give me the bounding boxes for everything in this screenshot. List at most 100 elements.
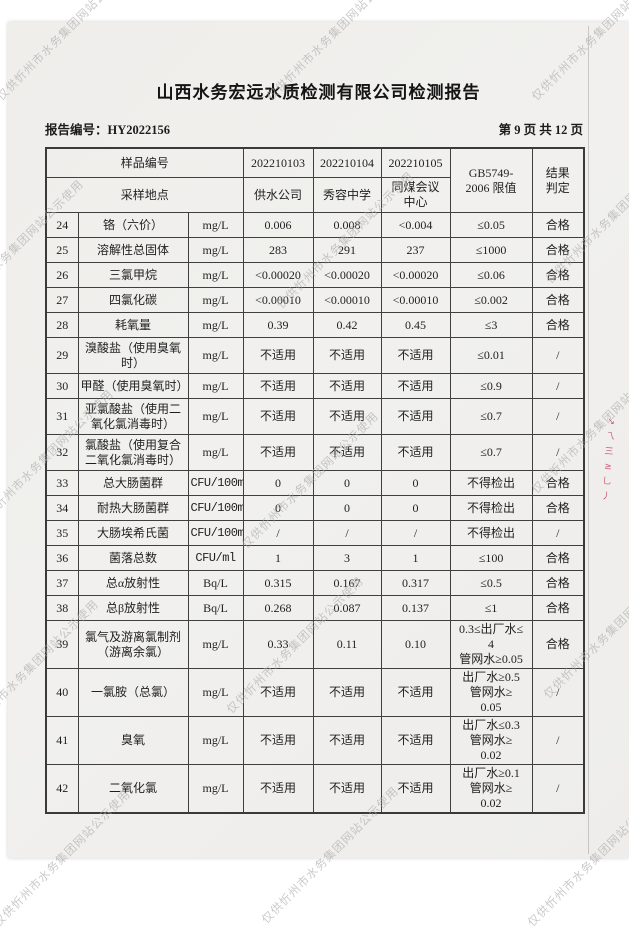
unit: mg/L <box>187 373 244 399</box>
unit: mg/L <box>187 668 244 717</box>
value-sample-2: / <box>312 520 382 546</box>
row-number: 33 <box>45 470 79 496</box>
limit-value: ≤0.01 <box>449 337 533 374</box>
row-number: 24 <box>45 212 79 238</box>
value-sample-2: 不适用 <box>312 764 382 814</box>
result-judgement: 合格 <box>531 262 585 288</box>
table-row: 32 氯酸盐（使用复合二氧化氯消毒时） mg/L 不适用 不适用 不适用 ≤0.7/ <box>45 434 585 471</box>
limit-value: ≤0.7 <box>449 398 533 435</box>
red-mark-glyph: 丿 <box>601 491 611 503</box>
value-sample-3: 不适用 <box>380 434 451 471</box>
result-judgement: / <box>531 337 585 374</box>
table-row: 25 溶解性总固体 mg/L 283 291 237 ≤1000 合格 <box>45 237 585 263</box>
row-number: 32 <box>45 434 79 471</box>
value-sample-2: 3 <box>312 545 382 571</box>
sample-id-1: 202210103 <box>242 147 314 178</box>
limit-value: ≤1000 <box>449 237 533 263</box>
row-number: 38 <box>45 595 79 621</box>
row-number: 25 <box>45 237 79 263</box>
unit: mg/L <box>187 312 244 338</box>
row-number: 42 <box>45 764 79 814</box>
result-judgement: 合格 <box>531 545 585 571</box>
item-name: 总α放射性 <box>77 570 189 596</box>
row-number: 28 <box>45 312 79 338</box>
table-row: 36 菌落总数 CFU/ml 1 3 1 ≤100 合格 <box>45 545 585 571</box>
table-row: 24 铬（六价） mg/L 0.006 0.008 <0.004 ≤0.05 合格 <box>45 212 585 238</box>
value-sample-2: 0 <box>312 470 382 496</box>
item-name: 菌落总数 <box>77 545 189 571</box>
result-judgement-header: 结果 判定 <box>531 147 585 213</box>
value-sample-2: 0.087 <box>312 595 382 621</box>
result-judgement: / <box>531 716 585 765</box>
result-judgement: / <box>531 520 585 546</box>
value-sample-1: <0.00010 <box>242 287 314 313</box>
limit-value: 0.3≤出厂水≤ 4 管网水≥0.05 <box>449 620 533 669</box>
table-row: 37 总α放射性 Bq/L 0.315 0.167 0.317 ≤0.5 合格 <box>45 570 585 596</box>
result-judgement: 合格 <box>531 470 585 496</box>
value-sample-1: 不适用 <box>242 337 314 374</box>
value-sample-3: 0.317 <box>380 570 451 596</box>
limit-value: 不得检出 <box>449 520 533 546</box>
unit: mg/L <box>187 237 244 263</box>
result-judgement: 合格 <box>531 237 585 263</box>
item-name: 总β放射性 <box>77 595 189 621</box>
unit: mg/L <box>187 212 244 238</box>
value-sample-2: 不适用 <box>312 337 382 374</box>
result-judgement: / <box>531 398 585 435</box>
value-sample-1: 1 <box>242 545 314 571</box>
value-sample-3: 不适用 <box>380 668 451 717</box>
result-judgement: 合格 <box>531 570 585 596</box>
value-sample-1: 283 <box>242 237 314 263</box>
location-2: 秀容中学 <box>312 177 382 213</box>
limit-value: ≤100 <box>449 545 533 571</box>
item-name: 总大肠菌群 <box>77 470 189 496</box>
value-sample-1: 不适用 <box>242 716 314 765</box>
value-sample-3: 不适用 <box>380 373 451 399</box>
table-row: 30 甲醛（使用臭氧时） mg/L 不适用 不适用 不适用 ≤0.9/ <box>45 373 585 399</box>
page-crease-line <box>588 26 589 854</box>
value-sample-2: 0 <box>312 495 382 521</box>
value-sample-3: <0.004 <box>380 212 451 238</box>
value-sample-3: 0.137 <box>380 595 451 621</box>
item-name: 四氯化碳 <box>77 287 189 313</box>
limit-value: 不得检出 <box>449 495 533 521</box>
unit: mg/L <box>187 337 244 374</box>
value-sample-1: 0.315 <box>242 570 314 596</box>
limit-value: 出厂水≥0.5 管网水≥ 0.05 <box>449 668 533 717</box>
limit-value: ≤0.06 <box>449 262 533 288</box>
value-sample-1: 0.006 <box>242 212 314 238</box>
row-number: 35 <box>45 520 79 546</box>
table-row: 26 三氯甲烷 mg/L <0.00020 <0.00020 <0.00020 ≤0.06 合… <box>45 262 585 288</box>
unit: CFU/100ml <box>187 495 244 521</box>
value-sample-1: 不适用 <box>242 398 314 435</box>
value-sample-3: 0.45 <box>380 312 451 338</box>
unit: CFU/ml <box>187 545 244 571</box>
row-number: 27 <box>45 287 79 313</box>
result-judgement: 合格 <box>531 287 585 313</box>
value-sample-2: 不适用 <box>312 716 382 765</box>
table-row: 41 臭氧 mg/L 不适用 不适用 不适用 出厂水≤0.3 管网水≥ 0.02/ <box>45 716 585 765</box>
value-sample-3: 不适用 <box>380 716 451 765</box>
value-sample-2: 0.11 <box>312 620 382 669</box>
row-number: 26 <box>45 262 79 288</box>
value-sample-3: 不适用 <box>380 398 451 435</box>
row-number: 31 <box>45 398 79 435</box>
unit: Bq/L <box>187 570 244 596</box>
limit-value: ≤0.9 <box>449 373 533 399</box>
water-quality-results-table: 样品编号 202210103 202210104 202210105 GB574… <box>45 147 586 814</box>
table-row: 29 溴酸盐（使用臭氧时） mg/L 不适用 不适用 不适用 ≤0.01/ <box>45 337 585 374</box>
sample-id-3: 202210105 <box>380 147 451 178</box>
item-name: 三氯甲烷 <box>77 262 189 288</box>
value-sample-2: 不适用 <box>312 434 382 471</box>
value-sample-1: 不适用 <box>242 434 314 471</box>
item-name: 溴酸盐（使用臭氧时） <box>77 337 189 374</box>
value-sample-1: 不适用 <box>242 373 314 399</box>
table-row: 31 亚氯酸盐（使用二氧化氯消毒时） mg/L 不适用 不适用 不适用 ≤0.7/ <box>45 398 585 435</box>
value-sample-2: 不适用 <box>312 373 382 399</box>
result-judgement: 合格 <box>531 312 585 338</box>
value-sample-3: 1 <box>380 545 451 571</box>
limit-value: ≤0.002 <box>449 287 533 313</box>
limit-value: ≤0.7 <box>449 434 533 471</box>
